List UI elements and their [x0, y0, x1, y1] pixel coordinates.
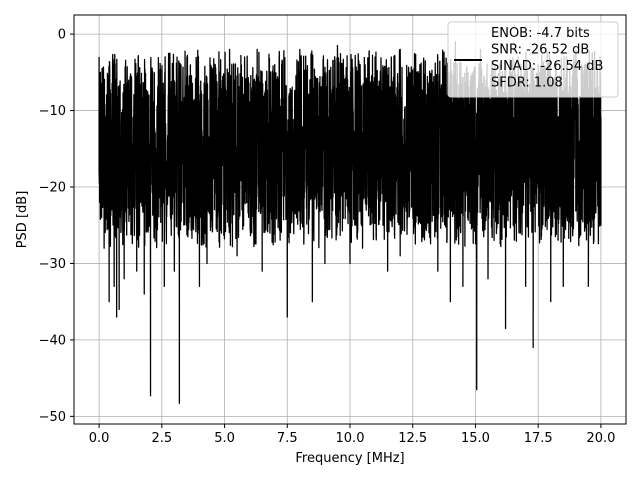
x-tick-label: 10.0 [336, 431, 365, 446]
y-tick-label: −10 [39, 104, 66, 119]
legend: ENOB: -4.7 bits SNR: -26.52 dB SINAD: -2… [447, 21, 619, 98]
x-tick-label: 17.5 [524, 431, 553, 446]
legend-box [447, 21, 619, 98]
x-tick-label: 5.0 [214, 431, 235, 446]
x-axis-ticks: 0.0 2.5 5.0 7.5 10.0 12.5 15.0 17.5 20.0 [89, 424, 615, 446]
y-axis-label: PSD [dB] [15, 191, 30, 249]
legend-sinad: SINAD: -26.54 dB [491, 59, 603, 74]
y-axis-ticks: 0 −10 −20 −30 −40 −50 [39, 28, 74, 425]
y-tick-label: −30 [39, 257, 66, 272]
legend-snr: SNR: -26.52 dB [491, 43, 589, 58]
x-tick-label: 0.0 [89, 431, 110, 446]
y-tick-label: −20 [39, 181, 66, 196]
x-tick-label: 20.0 [586, 431, 615, 446]
y-tick-label: −40 [39, 333, 66, 348]
series-psd [98, 41, 602, 405]
y-tick-label: −50 [39, 410, 66, 425]
x-tick-label: 2.5 [151, 431, 172, 446]
x-tick-label: 7.5 [277, 431, 298, 446]
legend-enob: ENOB: -4.7 bits [491, 26, 590, 41]
x-tick-label: 15.0 [461, 431, 490, 446]
y-tick-label: 0 [58, 28, 66, 43]
psd-trace [98, 41, 602, 405]
legend-sfdr: SFDR: 1.08 [491, 76, 563, 91]
x-tick-label: 12.5 [398, 431, 427, 446]
x-axis-label: Frequency [MHz] [295, 451, 404, 466]
